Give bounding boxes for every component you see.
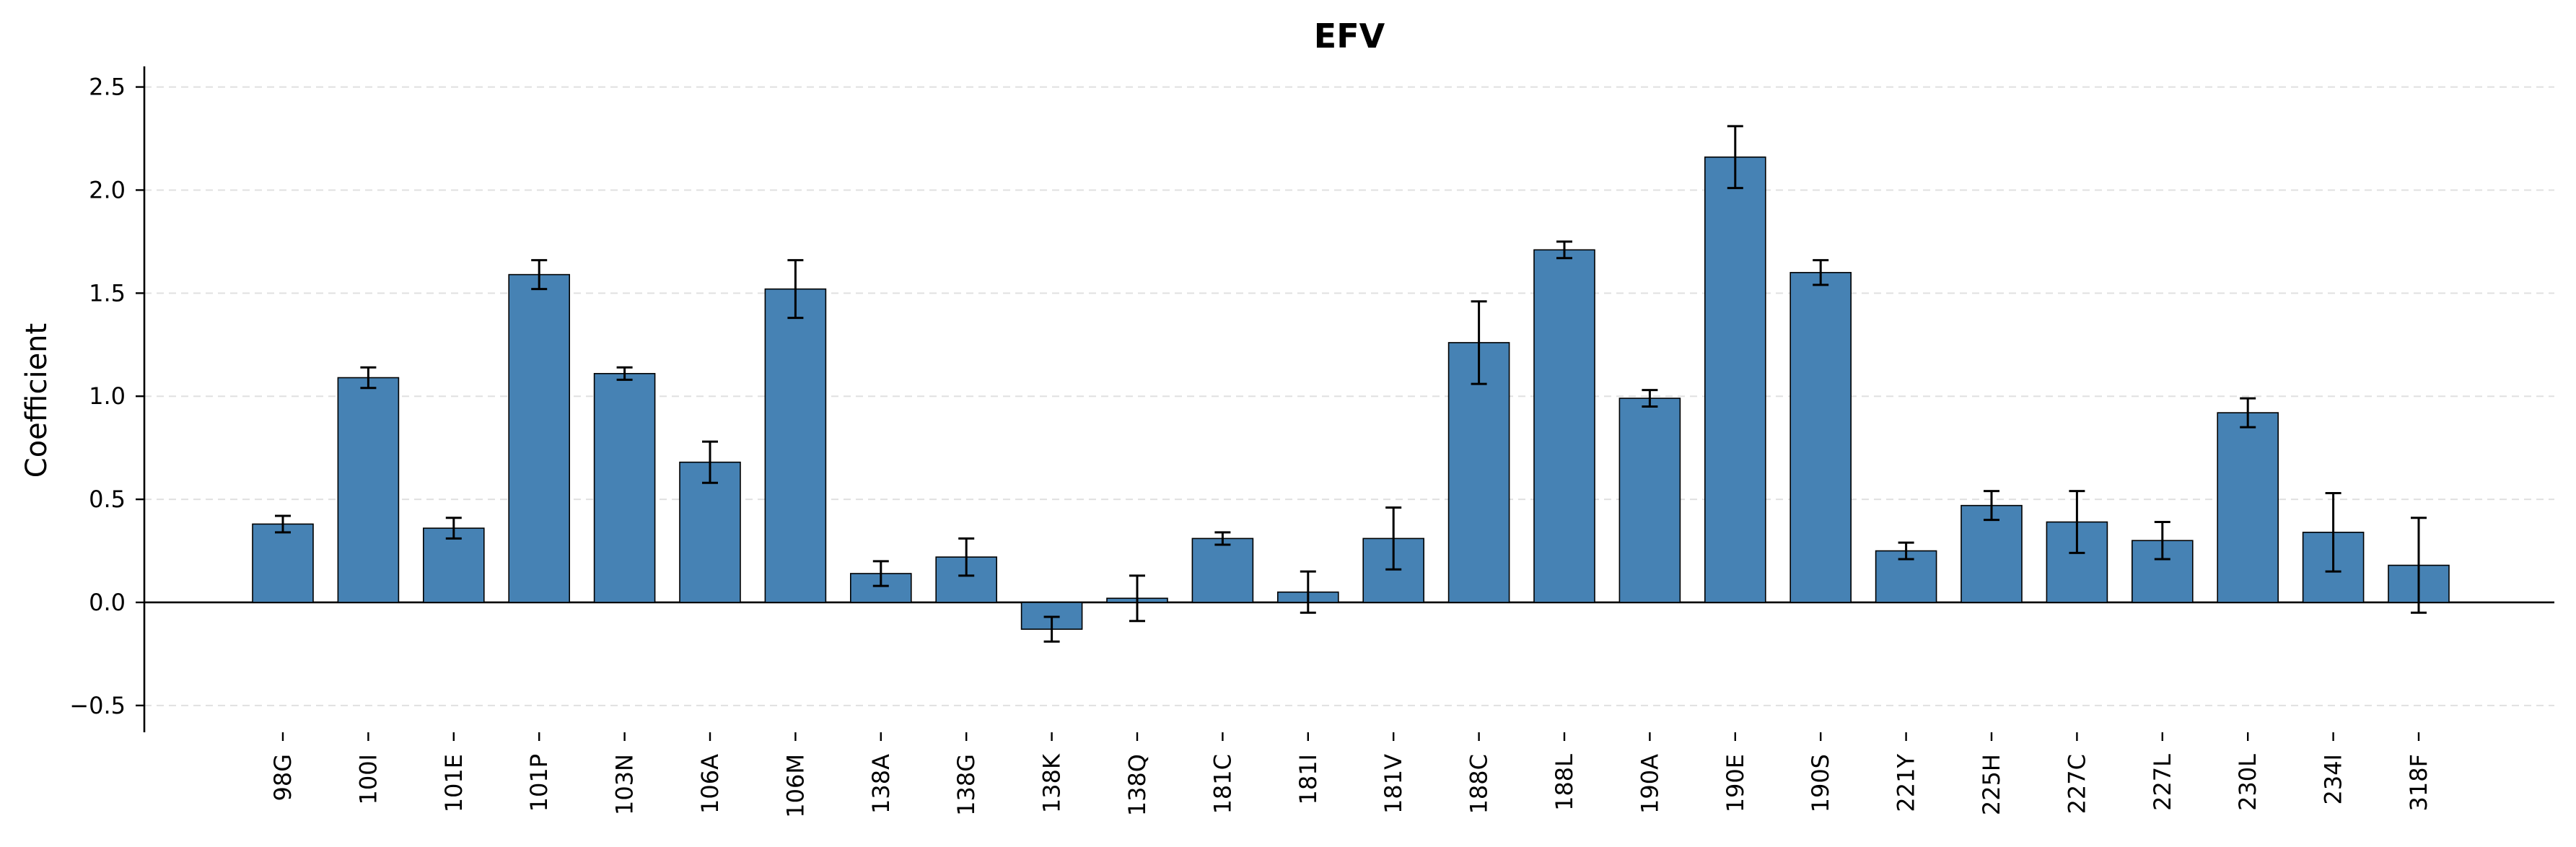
- x-tick-label-188C: 188C: [1466, 754, 1493, 814]
- error-bar-98G: [275, 514, 291, 534]
- error-bar-230L: [2240, 397, 2256, 429]
- y-tick-label: 1.5: [89, 279, 126, 307]
- error-bar-188L: [1556, 240, 1572, 260]
- error-bar-234I: [2325, 492, 2341, 573]
- bar-98G: [252, 523, 314, 603]
- y-tick-label: 0.5: [89, 486, 126, 513]
- x-tick-label-188L: 188L: [1551, 754, 1578, 811]
- error-bar-106A: [702, 440, 718, 484]
- bar-230L: [2217, 412, 2279, 603]
- x-tick-label-100I: 100I: [354, 754, 382, 805]
- x-tick-label-98G: 98G: [269, 754, 297, 802]
- x-tick-label-227C: 227C: [2063, 754, 2090, 814]
- error-bar-190E: [1727, 125, 1743, 190]
- bar-106M: [764, 288, 827, 603]
- error-bar-138K: [1043, 615, 1060, 643]
- x-tick-label-221Y: 221Y: [1893, 754, 1920, 812]
- x-tick-label-225H: 225H: [1978, 754, 2005, 815]
- y-tick-label: −0.5: [69, 692, 126, 719]
- error-bar-227C: [2069, 490, 2085, 554]
- x-tick-label-101E: 101E: [440, 754, 468, 812]
- y-tick-label: 1.0: [89, 382, 126, 410]
- bar-188C: [1447, 342, 1510, 603]
- bar-138G: [935, 556, 997, 603]
- error-bar-181I: [1300, 570, 1316, 614]
- bar-181C: [1191, 537, 1254, 603]
- x-tick-label-181V: 181V: [1380, 754, 1407, 814]
- error-bar-227L: [2154, 521, 2170, 561]
- x-tick-label-181C: 181C: [1209, 754, 1236, 814]
- x-tick-label-138Q: 138Q: [1123, 754, 1151, 816]
- x-tick-label-190E: 190E: [1722, 754, 1749, 812]
- chart-title: EFV: [1314, 17, 1385, 56]
- x-tick-label-227L: 227L: [2149, 754, 2176, 811]
- x-tick-label-138G: 138G: [952, 754, 980, 816]
- error-bar-181V: [1385, 506, 1402, 571]
- error-bar-103N: [616, 366, 633, 381]
- bar-190S: [1789, 271, 1852, 603]
- bar-100I: [337, 377, 400, 603]
- error-bar-138G: [958, 537, 975, 577]
- y-tick-label: 2.5: [89, 74, 126, 101]
- bar-103N: [593, 372, 656, 603]
- x-tick-label-190A: 190A: [1636, 754, 1663, 814]
- x-tick-label-181I: 181I: [1294, 754, 1322, 805]
- x-ticks: 98G 100I 101E 101P 103N 106A 106M 138A 138G 138K 1…: [269, 732, 2432, 818]
- x-tick-label-234I: 234I: [2320, 754, 2347, 805]
- error-bar-188C: [1471, 300, 1487, 385]
- error-bar-101P: [531, 259, 548, 291]
- error-bar-225H: [1984, 490, 1999, 522]
- error-bar-100I: [360, 366, 377, 390]
- x-tick-label-101P: 101P: [525, 754, 553, 812]
- x-tick-label-106A: 106A: [696, 754, 724, 814]
- error-bar-138A: [872, 560, 889, 587]
- x-tick-label-103N: 103N: [611, 754, 639, 815]
- error-bar-138Q: [1129, 574, 1145, 623]
- bar-190A: [1618, 398, 1681, 603]
- x-tick-label-106M: 106M: [781, 754, 809, 818]
- error-bars: [275, 125, 2427, 643]
- y-axis-label: Coefficient: [20, 323, 53, 478]
- y-ticks: −0.5 0.0 0.5 1.0 1.5 2.0 2.5: [69, 74, 144, 719]
- x-tick-label-138A: 138A: [867, 754, 895, 814]
- error-bar-181C: [1214, 531, 1231, 546]
- bar-101E: [422, 527, 485, 603]
- error-bar-190S: [1813, 259, 1829, 286]
- error-bar-190A: [1642, 389, 1658, 408]
- gridlines: [144, 86, 2554, 706]
- error-bar-221Y: [1898, 541, 1914, 561]
- x-tick-label-318F: 318F: [2405, 754, 2432, 811]
- bar-188L: [1533, 249, 1595, 603]
- error-bar-106M: [787, 259, 804, 320]
- error-bar-318F: [2411, 517, 2427, 614]
- bar-101P: [508, 273, 571, 603]
- error-bar-101E: [445, 517, 462, 540]
- bar-225H: [1961, 504, 2023, 603]
- x-tick-label-138K: 138K: [1038, 753, 1066, 813]
- y-tick-label: 2.0: [89, 176, 126, 203]
- x-tick-label-190S: 190S: [1807, 754, 1834, 812]
- y-tick-label: 0.0: [89, 589, 126, 616]
- x-tick-label-230L: 230L: [2234, 754, 2261, 811]
- bar-190E: [1704, 156, 1766, 603]
- bars: [252, 156, 2450, 630]
